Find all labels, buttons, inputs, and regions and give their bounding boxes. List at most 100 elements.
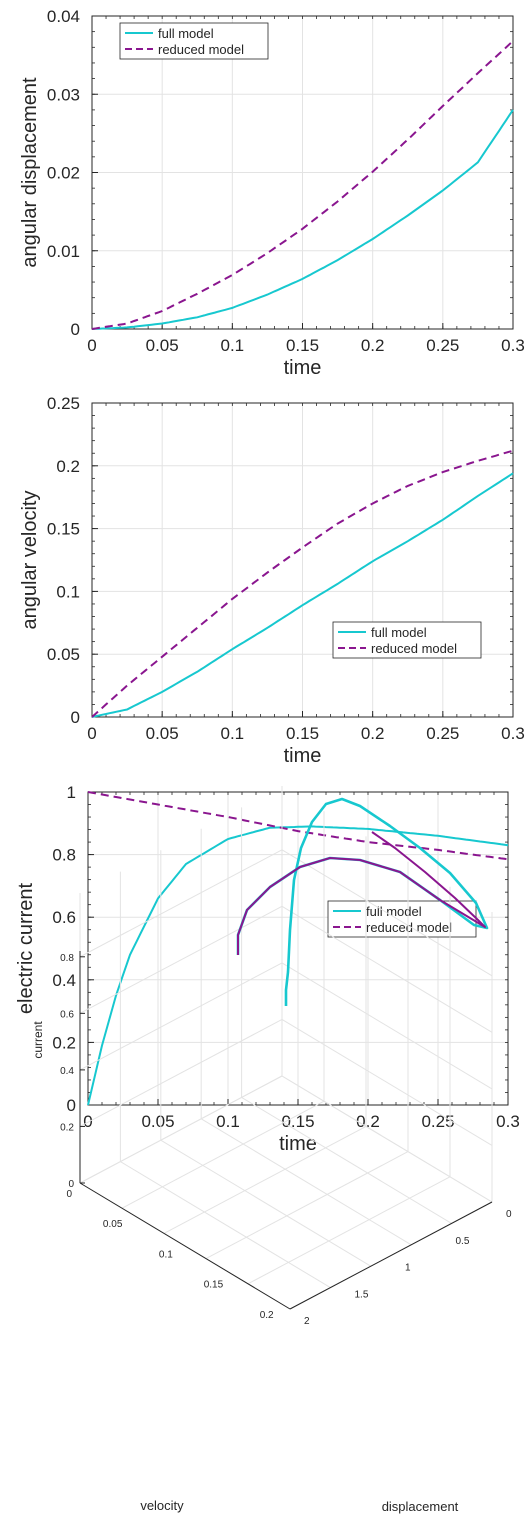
x-tick-label: 0.05 [146, 724, 179, 743]
y-tick-label: 0.25 [47, 394, 80, 413]
x-tick-label: 0.2 [361, 724, 385, 743]
back-wall-gridline [79, 849, 283, 958]
velocity-tick-label: 0.2 [260, 1310, 274, 1321]
y-tick-label: 0.04 [47, 7, 80, 26]
y-tick-label: 0.2 [56, 457, 80, 476]
angular-velocity-chart: 0 0.05 0.1 0.15 0.2 0.25 0.3 0 0.05 0.1 0.15 0.2 0.2… [19, 394, 525, 767]
y-tick-label: 1 [67, 783, 76, 802]
trajectory-reduced-model [237, 831, 486, 955]
floor-gridline [163, 1125, 367, 1234]
series-line-reduced-model [91, 40, 514, 330]
angular-displacement-chart: 0 0.05 0.1 0.15 0.2 0.25 0.3 0 0.01 0.02 0.03 0.04 t… [19, 7, 525, 379]
series-line-full-model [87, 825, 509, 1106]
current-tick-label: 0.4 [60, 1066, 74, 1077]
back-wall-gridline [79, 1019, 283, 1127]
back-wall-gridline [79, 1075, 283, 1184]
legend-label-reduced: reduced model [158, 42, 244, 57]
x-tick-label: 0.25 [426, 336, 459, 355]
y-tick-label: 0 [71, 320, 80, 339]
legend-label-full: full model [158, 26, 214, 41]
y-tick-label: 0.6 [52, 908, 76, 927]
side-wall-gridline [281, 905, 493, 1033]
y-axis-label: electric current [15, 882, 37, 1014]
y-tick-label: 0.01 [47, 242, 80, 261]
y-tick-label: 0.03 [47, 85, 80, 104]
x-tick-label: 0.25 [421, 1112, 454, 1131]
x-tick-label: 0.15 [286, 336, 319, 355]
x-axis-label: time [279, 1133, 317, 1155]
legend-label-reduced: reduced model [371, 641, 457, 656]
floor-gridline [247, 1176, 451, 1285]
velocity-axis [79, 1182, 291, 1310]
x-tick-label: 0.1 [221, 336, 245, 355]
series-line-full-model [91, 472, 514, 718]
legend-box [119, 22, 269, 60]
x-tick-label: 0 [87, 336, 96, 355]
legend-box [332, 621, 482, 659]
phase-space-3d-chart: 0 0.2 0.4 0.6 0.8 0 0.05 0.1 0.15 0.2 0 0.5 1 1.5 2 cur… [31, 786, 512, 1514]
axes-frame [91, 15, 514, 330]
displacement-tick-label: 1.5 [355, 1289, 369, 1300]
velocity-tick-label: 0 [66, 1189, 72, 1200]
floor-gridline [120, 1161, 331, 1289]
side-wall-gridline [281, 849, 493, 977]
back-wall-gridline [79, 905, 283, 1014]
current-tick-label: 0 [68, 1179, 74, 1190]
floor-gridline [160, 1139, 372, 1267]
side-wall-gridline [281, 1019, 493, 1146]
velocity-tick-label: 0.1 [159, 1249, 173, 1260]
x-axis-label: time [284, 745, 322, 767]
y-tick-label: 0 [67, 1096, 76, 1115]
x-tick-label: 0.2 [356, 1112, 380, 1131]
y-tick-label: 0.1 [56, 582, 80, 601]
x-tick-label: 0.3 [501, 724, 525, 743]
side-wall-gridline [281, 1075, 493, 1203]
series-line-full-model [91, 109, 514, 330]
y-tick-label: 0.15 [47, 520, 80, 539]
axes-frame [91, 402, 514, 718]
displacement-tick-label: 1 [405, 1263, 411, 1274]
y-tick-label: 0.4 [52, 971, 76, 990]
displacement-tick-label: 0 [506, 1209, 512, 1220]
current-tick-label: 0.6 [60, 1009, 74, 1020]
floor-gridline [200, 1118, 412, 1246]
y-tick-label: 0 [71, 708, 80, 727]
current-tick-label: 0.2 [60, 1122, 74, 1133]
floor-gridline [205, 1151, 409, 1260]
series-line-reduced-model [91, 449, 514, 718]
velocity-tick-label: 0.15 [204, 1280, 224, 1291]
y-axis-label: angular displacement [19, 77, 41, 268]
x-tick-label: 0.05 [146, 336, 179, 355]
x-tick-label: 0.3 [496, 1112, 520, 1131]
displacement-tick-label: 0.5 [456, 1236, 470, 1247]
floor-gridline [241, 1096, 452, 1224]
side-wall-gridline [281, 962, 493, 1090]
y-tick-label: 0.2 [52, 1033, 76, 1052]
axes-frame [87, 791, 509, 1106]
x-tick-label: 0 [87, 724, 96, 743]
x-tick-label: 0.1 [216, 1112, 240, 1131]
x-axis-label: time [284, 357, 322, 379]
displacement-axis [289, 1201, 493, 1310]
x-tick-label: 0 [83, 1112, 92, 1131]
y-tick-label: 0.02 [47, 164, 80, 183]
velocity-tick-label: 0.05 [103, 1219, 123, 1230]
x-tick-label: 0.2 [361, 336, 385, 355]
series-line-reduced-model [87, 791, 509, 861]
x-tick-label: 0.15 [286, 724, 319, 743]
y-tick-label: 0.8 [52, 846, 76, 865]
displacement-tick-label: 2 [304, 1316, 310, 1327]
x-tick-label: 0.3 [501, 336, 525, 355]
legend-label-full: full model [371, 625, 427, 640]
electric-current-chart: 0 0.05 0.1 0.15 0.2 0.25 0.300.20.40.60.81time… [15, 783, 520, 1155]
displacement-axis-label: displacement [382, 1499, 459, 1514]
y-axis-label: angular velocity [19, 491, 41, 630]
back-wall-gridline [79, 962, 283, 1071]
legend-label-reduced: reduced model [366, 920, 452, 935]
x-tick-label: 0.1 [221, 724, 245, 743]
current-tick-label: 0.8 [60, 953, 74, 964]
y-tick-label: 0.05 [47, 645, 80, 664]
current-axis-label: current [31, 1021, 45, 1059]
floor-gridline [121, 1100, 325, 1209]
